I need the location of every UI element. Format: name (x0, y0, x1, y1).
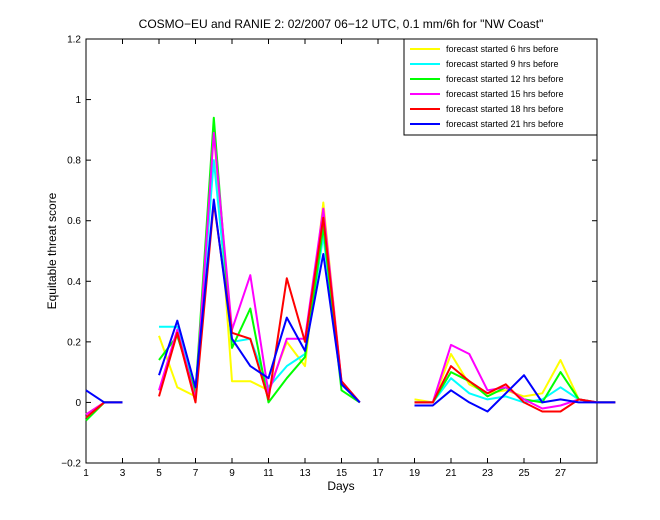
x-tick-label: 3 (120, 468, 126, 479)
legend-label-3: forecast started 12 hrs before (446, 74, 564, 84)
legend-label-6: forecast started 21 hrs before (446, 119, 564, 129)
x-tick-label: 13 (299, 468, 311, 479)
series-line-5 (414, 365, 616, 413)
legend-label-1: forecast started 6 hrs before (446, 44, 559, 54)
x-tick-label: 19 (409, 468, 421, 479)
legend-label-5: forecast started 18 hrs before (446, 104, 564, 114)
x-tick-label: 25 (518, 468, 530, 479)
x-tick-label: 17 (372, 468, 384, 479)
y-tick-label: 1 (75, 95, 81, 106)
y-tick-label: 1.2 (67, 35, 81, 46)
y-tick-label: 0.4 (67, 277, 81, 288)
series-line-6 (158, 198, 361, 404)
y-tick-label: 0.2 (67, 337, 81, 348)
x-tick-label: 15 (336, 468, 348, 479)
y-tick-label: 0.6 (67, 216, 81, 227)
x-tick-label: 1 (83, 468, 89, 479)
legend: forecast started 6 hrs before forecast st… (403, 38, 598, 136)
series-line-6 (414, 374, 616, 413)
y-tick-label: 0.8 (67, 156, 81, 167)
legend-label-2: forecast started 9 hrs before (446, 59, 559, 69)
series-lines (85, 116, 616, 422)
x-tick-label: 9 (229, 468, 235, 479)
x-tick-label: 21 (445, 468, 457, 479)
x-tick-label: 27 (555, 468, 567, 479)
x-tick-label: 5 (156, 468, 162, 479)
chart-title: COSMO−EU and RANIE 2: 02/2007 06−12 UTC,… (139, 17, 544, 31)
y-axis-label: Equitable threat score (45, 192, 59, 309)
x-tick-label: 11 (263, 468, 274, 479)
y-tick-label: 0 (75, 398, 81, 409)
axis-ticks: 1 3 5 7 9 11 13 15 17 19 21 23 25 27−0.200.20.40.60.8… (61, 35, 597, 479)
series-line-6 (85, 389, 123, 404)
legend-label-4: forecast started 15 hrs before (446, 89, 564, 99)
series-line-5 (158, 201, 361, 404)
x-axis-label: Days (327, 479, 354, 493)
x-tick-label: 7 (193, 468, 199, 479)
y-tick-label: −0.2 (61, 459, 81, 470)
series-line-3 (158, 116, 361, 404)
legend-box (403, 38, 598, 136)
x-tick-label: 23 (482, 468, 494, 479)
